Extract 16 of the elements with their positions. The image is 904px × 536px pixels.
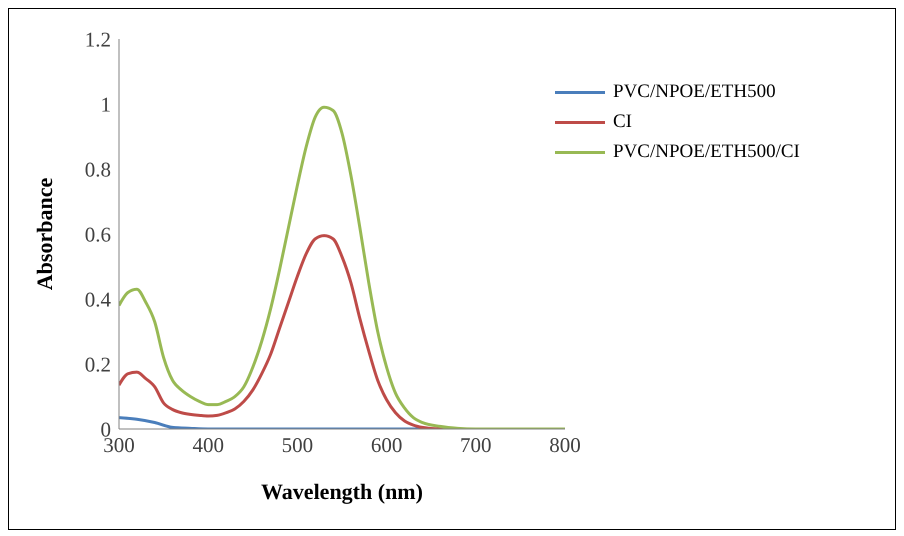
legend-label: CI: [613, 110, 632, 134]
x-tick-label: 600: [370, 432, 402, 457]
y-tick-label: 0.8: [84, 157, 111, 182]
y-tick-label: 0.4: [84, 287, 112, 312]
legend-label: PVC/NPOE/ETH500: [613, 80, 776, 104]
legend-label: PVC/NPOE/ETH500/CI: [613, 140, 800, 164]
y-tick-label: 1.2: [84, 27, 111, 52]
x-tick-label: 400: [192, 432, 224, 457]
y-tick-label: 0.2: [84, 352, 111, 376]
x-axis-title: Wavelength (nm): [261, 479, 423, 504]
y-tick-label: 1: [100, 92, 111, 116]
x-tick-label: 500: [282, 432, 314, 457]
y-axis-title: Absorbance: [32, 178, 57, 290]
x-tick-label: 800: [549, 432, 581, 457]
y-tick-label: 0.6: [84, 222, 111, 246]
x-tick-label: 700: [460, 432, 492, 457]
